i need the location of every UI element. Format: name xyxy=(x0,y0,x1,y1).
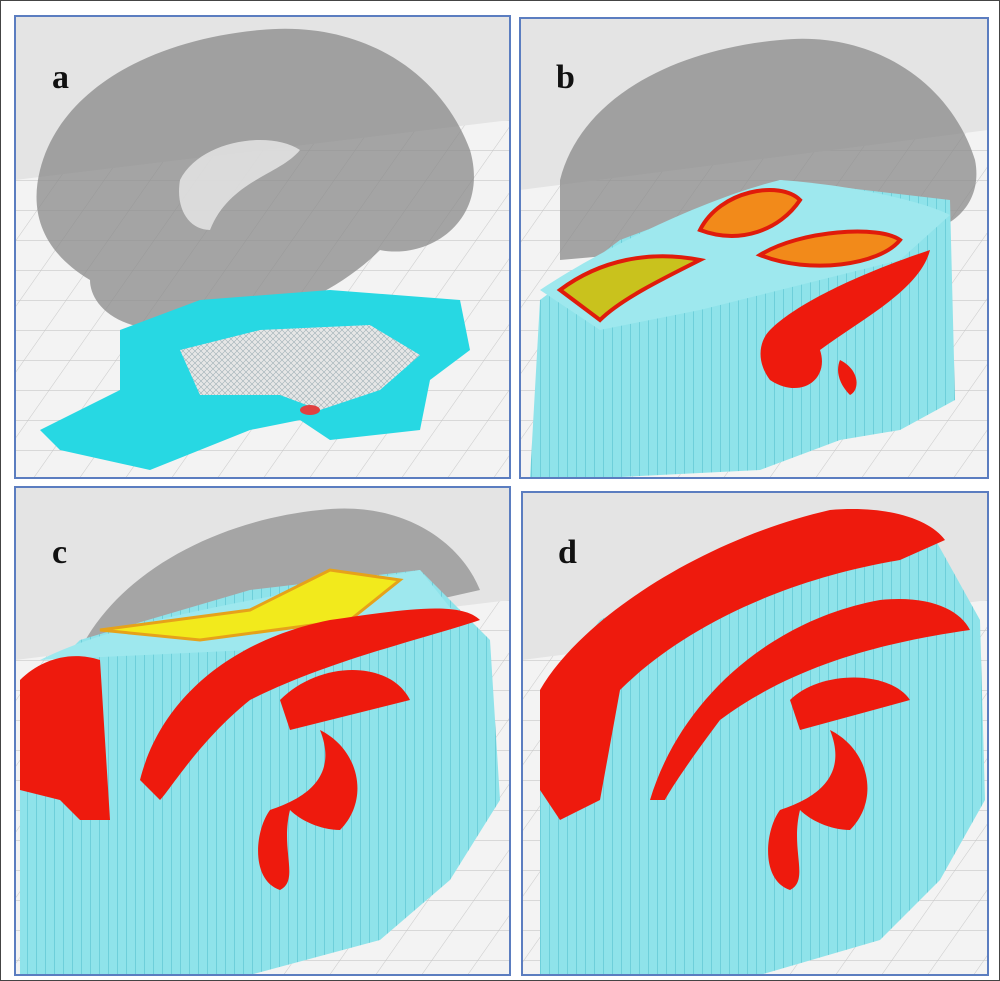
panel-b xyxy=(520,18,988,478)
figure: a b c d xyxy=(0,0,1000,981)
panel-label: b xyxy=(556,59,575,96)
panel-a xyxy=(15,16,510,478)
page: a b c d (() => { xyxy=(0,0,1000,981)
panel-label: a xyxy=(52,59,69,96)
panel-label: c xyxy=(52,534,67,571)
panel-d xyxy=(522,492,988,975)
panel-label: d xyxy=(558,534,577,571)
panel-c xyxy=(15,487,510,975)
